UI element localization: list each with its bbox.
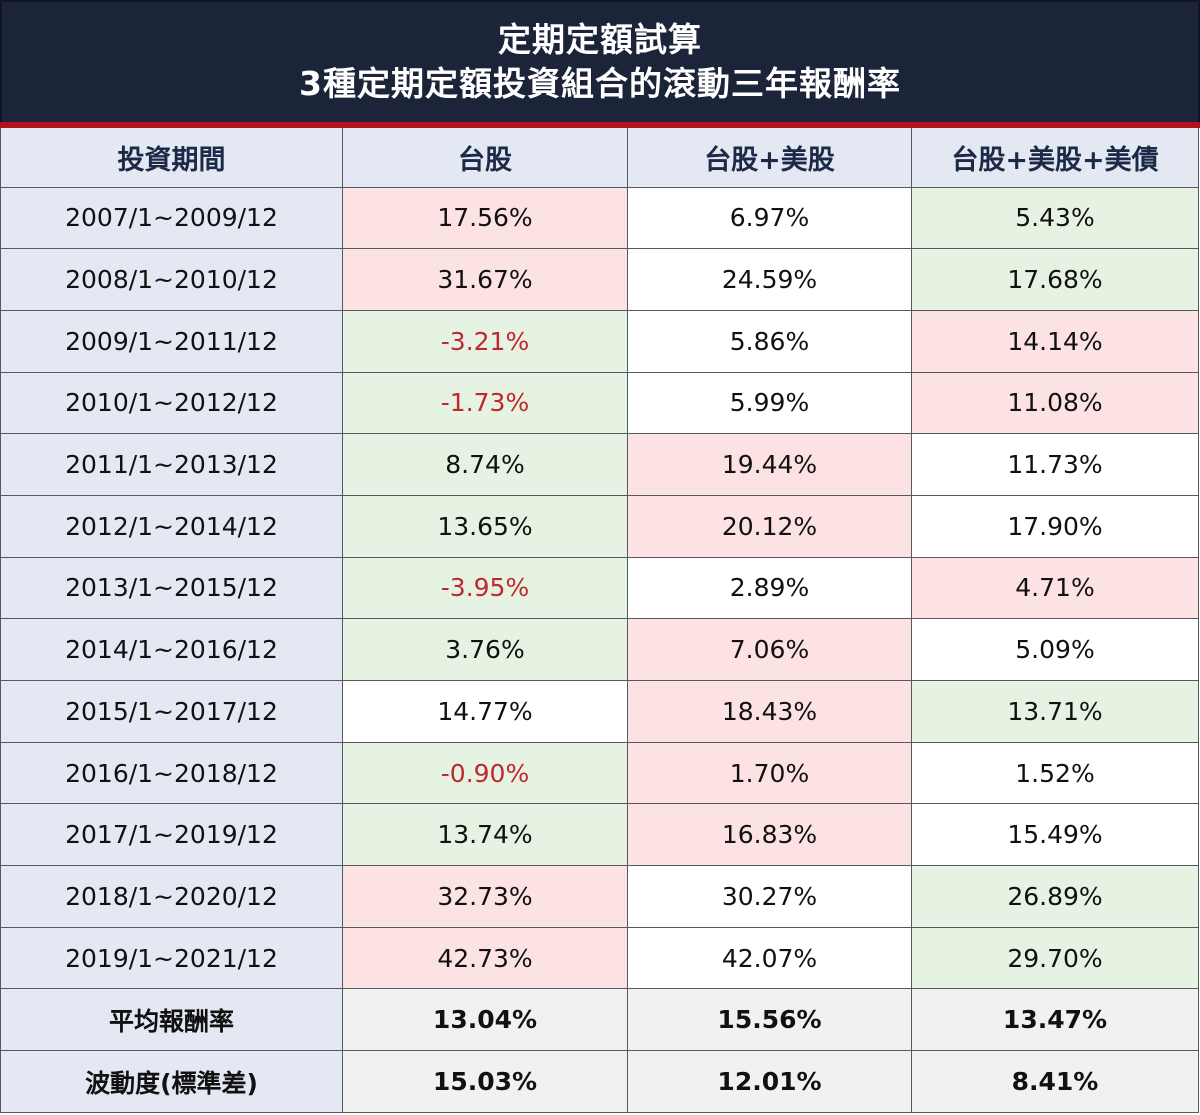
return-cell-tw: 3.76% [342,618,628,681]
return-cell-tw-us: 1.70% [627,741,912,805]
average-return-row: 平均報酬率 13.04% 15.56% 13.47% [0,988,1199,1052]
header-tw: 台股 [342,128,628,188]
header-period: 投資期間 [0,128,343,188]
return-cell-tw-us: 42.07% [627,926,912,990]
summary-cell-tw-us: 12.01% [627,1050,912,1114]
table-row: 2015/1~2017/12 14.77% 18.43% 13.71% [0,680,1199,743]
return-cell-tw: 42.73% [342,926,628,990]
return-cell-tw: 31.67% [342,248,628,311]
period-cell: 2009/1~2011/12 [0,309,343,373]
table-row: 2011/1~2013/12 8.74% 19.44% 11.73% [0,433,1199,496]
return-cell-tw: 17.56% [342,186,628,250]
period-cell: 2008/1~2010/12 [0,248,343,311]
table-row: 2007/1~2009/12 17.56% 6.97% 5.43% [0,186,1199,250]
period-cell: 2017/1~2019/12 [0,803,343,867]
summary-cell-tw: 13.04% [342,988,628,1052]
summary-label: 平均報酬率 [0,988,343,1052]
return-cell-tw: 32.73% [342,865,628,928]
return-cell-tw-us: 16.83% [627,803,912,867]
return-cell-tw-us: 5.86% [627,309,912,373]
volatility-row: 波動度(標準差) 15.03% 12.01% 8.41% [0,1050,1199,1114]
summary-cell-tw-us: 15.56% [627,988,912,1052]
return-cell-tw: -3.95% [342,556,628,620]
return-cell-tw-us-bond: 26.89% [911,865,1199,928]
return-cell-tw-us-bond: 15.49% [911,803,1199,867]
return-cell-tw-us: 24.59% [627,248,912,311]
period-cell: 2010/1~2012/12 [0,371,343,435]
table-row: 2013/1~2015/12 -3.95% 2.89% 4.71% [0,556,1199,620]
return-cell-tw: 8.74% [342,433,628,496]
return-cell-tw-us: 5.99% [627,371,912,435]
accent-stripe [0,122,1200,128]
summary-cell-tw-us-bond: 13.47% [911,988,1199,1052]
table-row: 2019/1~2021/12 42.73% 42.07% 29.70% [0,926,1199,990]
header-row: 投資期間 台股 台股+美股 台股+美股+美債 [0,128,1199,188]
return-cell-tw: -3.21% [342,309,628,373]
return-cell-tw-us: 18.43% [627,680,912,743]
return-cell-tw-us-bond: 5.09% [911,618,1199,681]
table-row: 2010/1~2012/12 -1.73% 5.99% 11.08% [0,371,1199,435]
header-tw-us-bond: 台股+美股+美債 [911,128,1199,188]
return-cell-tw-us: 2.89% [627,556,912,620]
return-cell-tw: 13.74% [342,803,628,867]
title-line-2: 3種定期定額投資組合的滾動三年報酬率 [299,64,901,103]
return-cell-tw-us-bond: 17.90% [911,494,1199,558]
period-cell: 2018/1~2020/12 [0,865,343,928]
header-tw-us: 台股+美股 [627,128,912,188]
return-cell-tw: -1.73% [342,371,628,435]
table-row: 2009/1~2011/12 -3.21% 5.86% 14.14% [0,309,1199,373]
return-cell-tw: 13.65% [342,494,628,558]
return-cell-tw: 14.77% [342,680,628,743]
period-cell: 2011/1~2013/12 [0,433,343,496]
table-row: 2008/1~2010/12 31.67% 24.59% 17.68% [0,248,1199,311]
return-cell-tw-us: 6.97% [627,186,912,250]
period-cell: 2016/1~2018/12 [0,741,343,805]
return-cell-tw-us-bond: 11.73% [911,433,1199,496]
return-cell-tw-us-bond: 17.68% [911,248,1199,311]
return-cell-tw-us: 30.27% [627,865,912,928]
return-cell-tw-us: 20.12% [627,494,912,558]
return-cell-tw-us-bond: 13.71% [911,680,1199,743]
table-row: 2018/1~2020/12 32.73% 30.27% 26.89% [0,865,1199,928]
summary-label: 波動度(標準差) [0,1050,343,1114]
table-row: 2014/1~2016/12 3.76% 7.06% 5.09% [0,618,1199,681]
return-cell-tw: -0.90% [342,741,628,805]
return-cell-tw-us-bond: 4.71% [911,556,1199,620]
title-line-1: 定期定額試算 [498,20,702,59]
period-cell: 2019/1~2021/12 [0,926,343,990]
table-row: 2017/1~2019/12 13.74% 16.83% 15.49% [0,803,1199,867]
period-cell: 2014/1~2016/12 [0,618,343,681]
returns-table: 投資期間 台股 台股+美股 台股+美股+美債 2007/1~2009/12 17.… [0,128,1199,1114]
return-cell-tw-us-bond: 29.70% [911,926,1199,990]
title-banner: 定期定額試算 3種定期定額投資組合的滾動三年報酬率 [0,0,1200,122]
return-cell-tw-us-bond: 1.52% [911,741,1199,805]
table-row: 2016/1~2018/12 -0.90% 1.70% 1.52% [0,741,1199,805]
return-cell-tw-us-bond: 5.43% [911,186,1199,250]
summary-cell-tw-us-bond: 8.41% [911,1050,1199,1114]
return-cell-tw-us: 19.44% [627,433,912,496]
return-cell-tw-us-bond: 14.14% [911,309,1199,373]
table-row: 2012/1~2014/12 13.65% 20.12% 17.90% [0,494,1199,558]
period-cell: 2007/1~2009/12 [0,186,343,250]
return-cell-tw-us: 7.06% [627,618,912,681]
period-cell: 2012/1~2014/12 [0,494,343,558]
summary-cell-tw: 15.03% [342,1050,628,1114]
period-cell: 2013/1~2015/12 [0,556,343,620]
return-cell-tw-us-bond: 11.08% [911,371,1199,435]
period-cell: 2015/1~2017/12 [0,680,343,743]
